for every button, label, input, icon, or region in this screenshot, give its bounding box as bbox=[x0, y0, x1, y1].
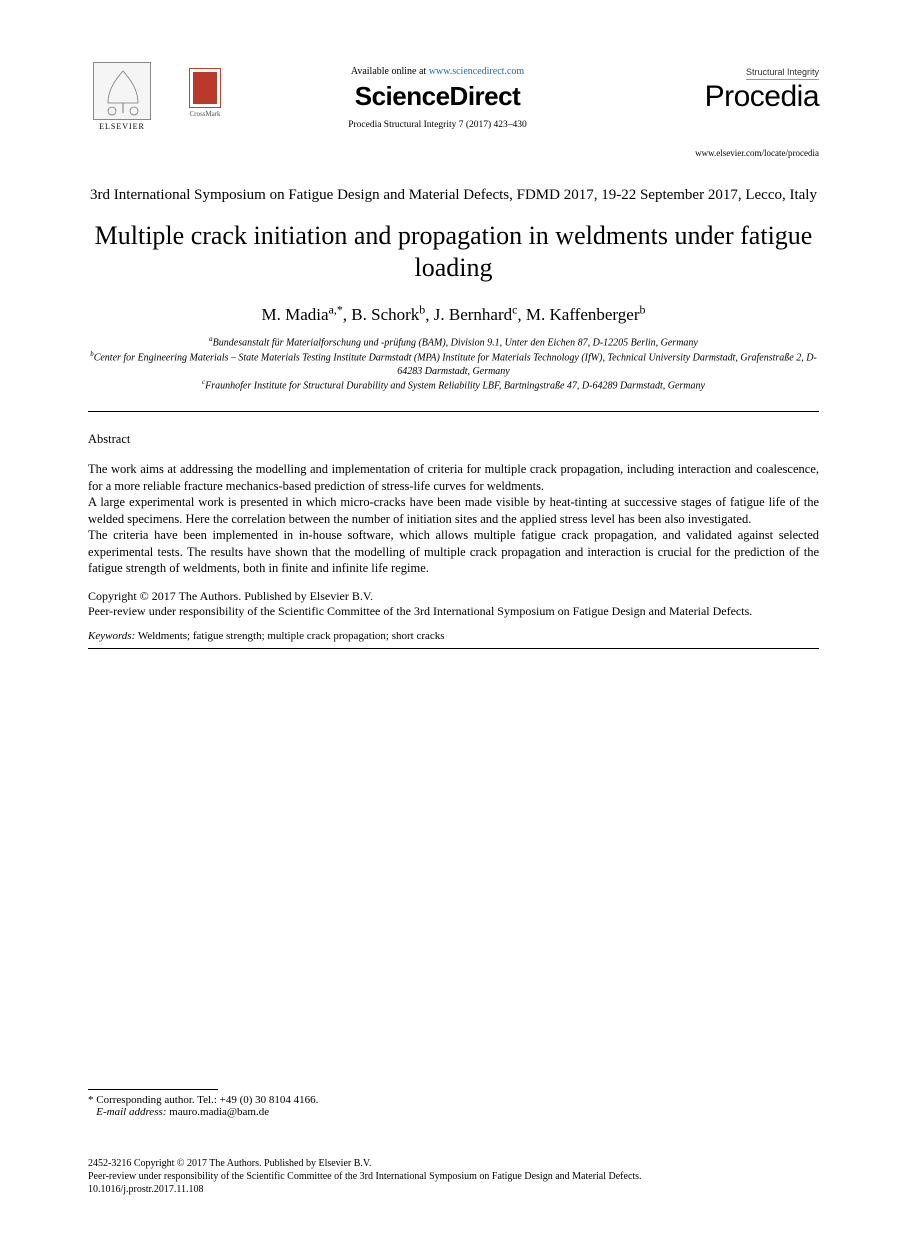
affiliations: aBundesanstalt für Materialforschung und… bbox=[88, 335, 819, 393]
crossmark-icon bbox=[189, 68, 221, 108]
footer-peer: Peer-review under responsibility of the … bbox=[88, 1170, 819, 1183]
affiliation-a: aBundesanstalt für Materialforschung und… bbox=[88, 335, 819, 350]
keywords-line: Keywords: Weldments; fatigue strength; m… bbox=[88, 630, 819, 642]
sciencedirect-logo: ScienceDirect bbox=[226, 81, 649, 112]
keywords-text: Weldments; fatigue strength; multiple cr… bbox=[135, 630, 444, 642]
journal-brand: Structural Integrity Procedia www.elsevi… bbox=[649, 62, 819, 158]
abstract-p1: The work aims at addressing the modellin… bbox=[88, 461, 819, 494]
author-4: M. Kaffenbergerb bbox=[526, 305, 646, 324]
footer-issn: 2452-3216 Copyright © 2017 The Authors. … bbox=[88, 1157, 819, 1170]
footer-doi: 10.1016/j.prostr.2017.11.108 bbox=[88, 1183, 819, 1196]
article-title: Multiple crack initiation and propagatio… bbox=[88, 220, 819, 285]
author-1: M. Madiaa,* bbox=[262, 305, 343, 324]
rule-bottom bbox=[88, 648, 819, 649]
abstract-p2: A large experimental work is presented i… bbox=[88, 494, 819, 527]
procedia-group-label: Structural Integrity bbox=[746, 67, 819, 80]
elsevier-tree-icon bbox=[93, 62, 151, 120]
elsevier-logo: ELSEVIER bbox=[88, 62, 156, 140]
affiliation-c: cFraunhofer Institute for Structural Dur… bbox=[88, 378, 819, 393]
elsevier-label: ELSEVIER bbox=[99, 122, 145, 131]
conference-line: 3rd International Symposium on Fatigue D… bbox=[88, 186, 819, 206]
corr-rule bbox=[88, 1089, 218, 1090]
abstract-body: The work aims at addressing the modellin… bbox=[88, 461, 819, 577]
author-2: B. Schorkb bbox=[351, 305, 425, 324]
sciencedirect-url[interactable]: www.sciencedirect.com bbox=[429, 66, 524, 77]
abstract-heading: Abstract bbox=[88, 432, 819, 447]
copyright-block: Copyright © 2017 The Authors. Published … bbox=[88, 589, 819, 620]
available-prefix: Available online at bbox=[351, 66, 429, 77]
copyright-line1: Copyright © 2017 The Authors. Published … bbox=[88, 589, 819, 605]
header-center: Available online at www.sciencedirect.co… bbox=[226, 62, 649, 130]
procedia-title: Procedia bbox=[649, 82, 819, 112]
affiliation-b: bCenter for Engineering Materials – Stat… bbox=[88, 350, 819, 378]
available-online-line: Available online at www.sciencedirect.co… bbox=[226, 66, 649, 77]
crossmark-badge[interactable]: CrossMark bbox=[184, 68, 226, 118]
corresponding-line: * Corresponding author. Tel.: +49 (0) 30… bbox=[88, 1094, 318, 1106]
rule-top bbox=[88, 411, 819, 412]
corresponding-author-block: * Corresponding author. Tel.: +49 (0) 30… bbox=[88, 1089, 318, 1118]
crossmark-label: CrossMark bbox=[189, 110, 220, 118]
procedia-url[interactable]: www.elsevier.com/locate/procedia bbox=[649, 148, 819, 158]
keywords-label: Keywords: bbox=[88, 630, 135, 642]
copyright-line2: Peer-review under responsibility of the … bbox=[88, 604, 819, 620]
corresponding-email: E-mail address: mauro.madia@bam.de bbox=[88, 1106, 318, 1118]
authors-line: M. Madiaa,*, B. Schorkb, J. Bernhardc, M… bbox=[88, 303, 819, 326]
email-label: E-mail address: bbox=[96, 1106, 166, 1118]
citation-line: Procedia Structural Integrity 7 (2017) 4… bbox=[226, 120, 649, 130]
header: ELSEVIER CrossMark Available online at w… bbox=[88, 62, 819, 158]
publisher-logos: ELSEVIER CrossMark bbox=[88, 62, 226, 140]
abstract-p3: The criteria have been implemented in in… bbox=[88, 527, 819, 577]
page-footer: 2452-3216 Copyright © 2017 The Authors. … bbox=[88, 1157, 819, 1196]
author-3: J. Bernhardc bbox=[434, 305, 518, 324]
email-value[interactable]: mauro.madia@bam.de bbox=[166, 1106, 269, 1118]
